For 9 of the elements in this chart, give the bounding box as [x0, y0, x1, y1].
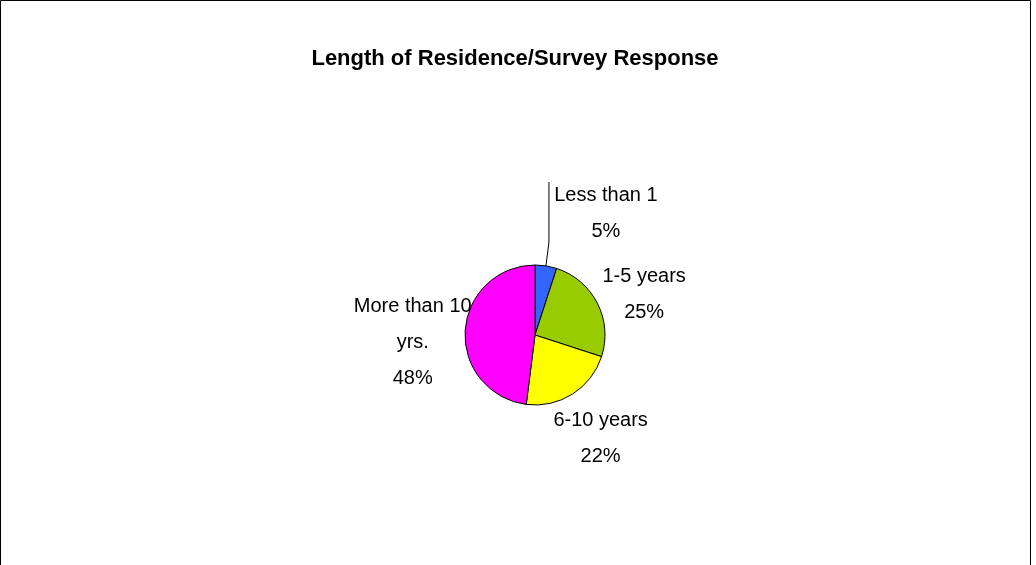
data-label: 5%: [591, 219, 621, 242]
data-label: 48%: [392, 365, 433, 388]
slice-label: 6-10 years: [553, 407, 648, 430]
slice-label: 1-5 years: [602, 263, 686, 286]
slice-label: More than 10 yrs.: [353, 293, 472, 352]
data-label: 22%: [580, 443, 621, 466]
data-label: 25%: [624, 299, 665, 322]
chart-title: Length of Residence/Survey Response: [311, 45, 719, 70]
slice-label: Less than 1: [554, 183, 658, 206]
